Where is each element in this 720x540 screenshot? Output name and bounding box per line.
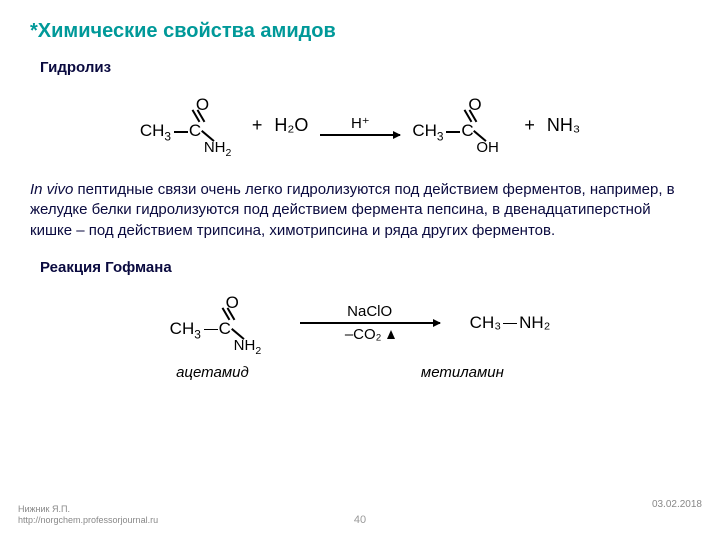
footer-date: 03.02.2018 bbox=[652, 499, 702, 510]
arrow-byproduct: –CO₂ bbox=[345, 326, 395, 343]
hofmann-arrow: NaClO –CO₂ bbox=[300, 303, 440, 343]
ammonia-formula: NH₃ bbox=[547, 115, 580, 136]
page-title: *Химические свойства амидов bbox=[30, 20, 690, 43]
label-methylamine: метиламин bbox=[421, 364, 504, 381]
hydrolysis-reaction: CH3 C O NH2 + H₂O H⁺ CH3 C O OH + NH₃ bbox=[30, 90, 690, 160]
title-text: Химические свойства амидов bbox=[38, 20, 336, 42]
methylamine-structure: CH₃NH₂ bbox=[470, 313, 551, 333]
title-asterisk: * bbox=[30, 20, 38, 42]
arrow-condition: H⁺ bbox=[351, 114, 370, 132]
reaction-arrow: H⁺ bbox=[320, 114, 400, 136]
gas-arrow-icon bbox=[387, 330, 395, 339]
plus-sign: + bbox=[252, 115, 263, 136]
acetamide-structure-2: CH3 C O NH2 bbox=[170, 293, 270, 353]
section-hofmann-title: Реакция Гофмана bbox=[40, 259, 690, 276]
section-hydrolysis-title: Гидролиз bbox=[40, 59, 690, 76]
label-acetamide: ацетамид bbox=[176, 364, 249, 381]
italic-term: In vivo bbox=[30, 181, 73, 198]
paragraph-text: пептидные связи очень легко гидролизуютс… bbox=[30, 181, 675, 239]
hofmann-reaction: CH3 C O NH2 NaClO –CO₂ CH₃NH₂ bbox=[30, 288, 690, 358]
body-paragraph: In vivo пептидные связи очень легко гидр… bbox=[30, 180, 690, 241]
arrow-reagent: NaClO bbox=[347, 303, 392, 320]
compound-labels-row: ацетамид метиламин bbox=[30, 364, 690, 381]
page-number: 40 bbox=[354, 514, 366, 526]
acetic-acid-structure: CH3 C O OH bbox=[412, 95, 512, 155]
water-formula: H₂O bbox=[274, 115, 308, 136]
acetamide-structure: CH3 C O NH2 bbox=[140, 95, 240, 155]
footer-author: Нижник Я.П. http://norgchem.professorjou… bbox=[18, 504, 158, 526]
plus-sign: + bbox=[524, 115, 535, 136]
